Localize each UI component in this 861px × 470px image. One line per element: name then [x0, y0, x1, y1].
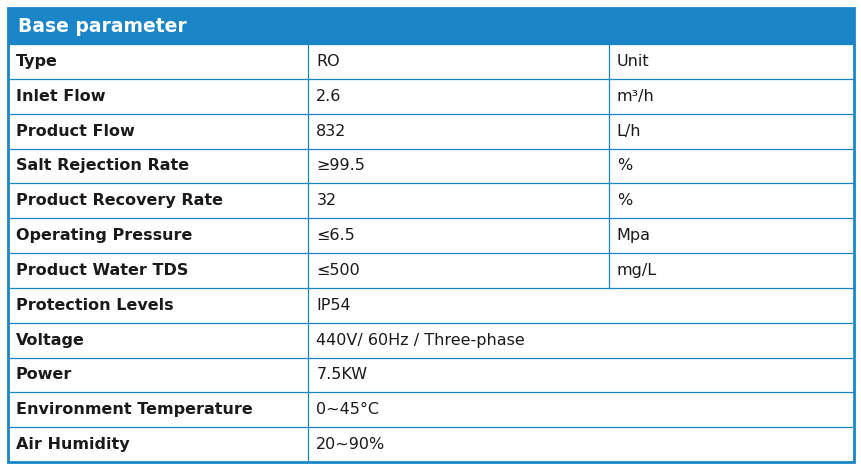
Text: Inlet Flow: Inlet Flow — [16, 89, 105, 104]
Bar — [8, 218, 853, 253]
Text: Voltage: Voltage — [16, 333, 84, 348]
Text: Type: Type — [16, 54, 58, 69]
Text: Base parameter: Base parameter — [18, 16, 187, 36]
Text: L/h: L/h — [616, 124, 641, 139]
Bar — [8, 114, 853, 149]
Text: IP54: IP54 — [316, 298, 350, 313]
Bar — [8, 427, 853, 462]
Bar — [8, 323, 853, 358]
Bar — [8, 392, 853, 427]
Bar — [8, 358, 853, 392]
Text: Operating Pressure: Operating Pressure — [16, 228, 192, 243]
Text: 7.5KW: 7.5KW — [316, 368, 367, 383]
Text: 832: 832 — [316, 124, 346, 139]
Text: Mpa: Mpa — [616, 228, 650, 243]
Text: Salt Rejection Rate: Salt Rejection Rate — [16, 158, 189, 173]
Text: 0~45°C: 0~45°C — [316, 402, 379, 417]
Text: m³/h: m³/h — [616, 89, 653, 104]
Text: ≤6.5: ≤6.5 — [316, 228, 355, 243]
Text: Product Recovery Rate: Product Recovery Rate — [16, 193, 223, 208]
Text: 440V/ 60Hz / Three-phase: 440V/ 60Hz / Three-phase — [316, 333, 524, 348]
Text: mg/L: mg/L — [616, 263, 656, 278]
Bar — [8, 288, 853, 323]
Text: %: % — [616, 158, 631, 173]
Bar — [8, 8, 853, 44]
Text: 2.6: 2.6 — [316, 89, 341, 104]
Bar — [8, 79, 853, 114]
Text: 20~90%: 20~90% — [316, 437, 385, 452]
Bar — [8, 253, 853, 288]
Text: Product Flow: Product Flow — [16, 124, 134, 139]
Bar — [8, 149, 853, 183]
Text: Air Humidity: Air Humidity — [16, 437, 129, 452]
Text: Protection Levels: Protection Levels — [16, 298, 173, 313]
Text: Product Water TDS: Product Water TDS — [16, 263, 189, 278]
Text: 32: 32 — [316, 193, 336, 208]
Bar — [8, 44, 853, 79]
Text: Power: Power — [16, 368, 72, 383]
Bar — [8, 183, 853, 218]
Text: ≥99.5: ≥99.5 — [316, 158, 365, 173]
Text: ≤500: ≤500 — [316, 263, 360, 278]
Text: %: % — [616, 193, 631, 208]
Text: RO: RO — [316, 54, 339, 69]
Text: Environment Temperature: Environment Temperature — [16, 402, 252, 417]
Text: Unit: Unit — [616, 54, 648, 69]
